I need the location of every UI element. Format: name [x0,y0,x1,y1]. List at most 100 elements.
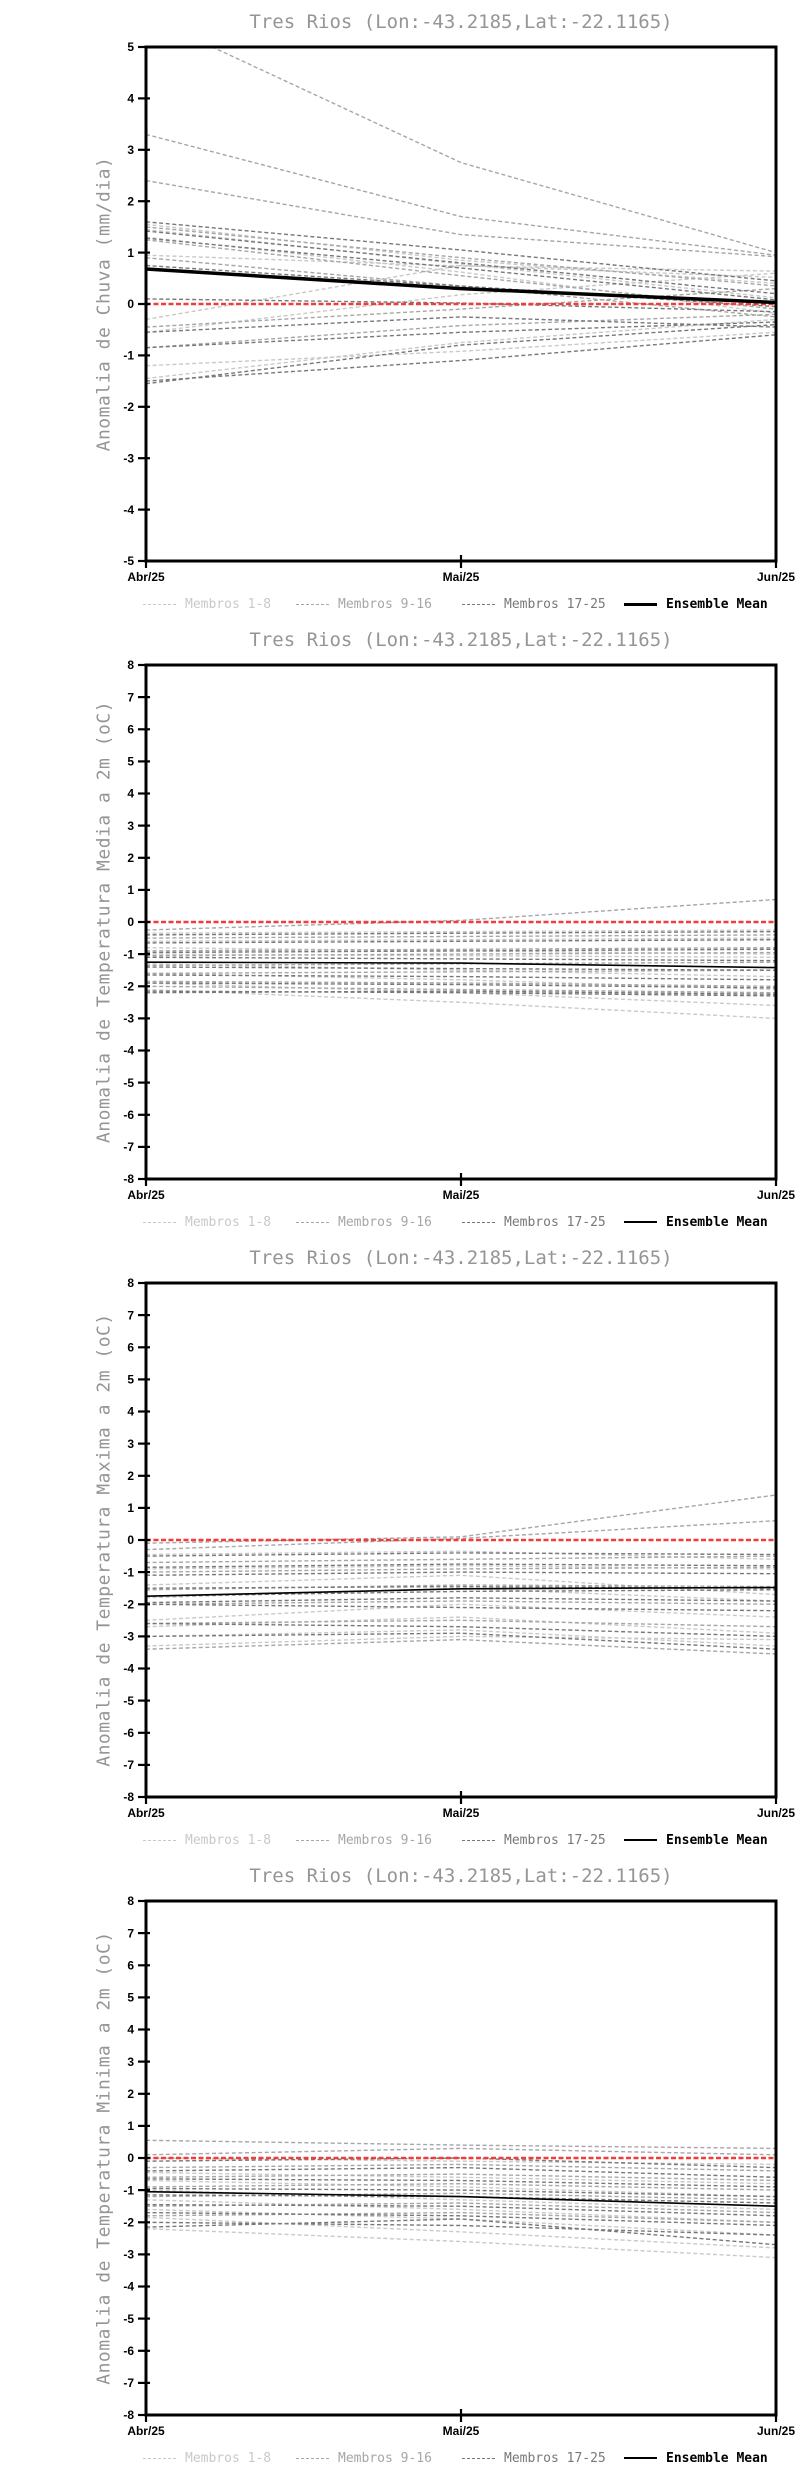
y-tick-label: 1 [127,1501,134,1515]
legend-label: Membros 1-8 [185,1214,272,1230]
y-tick-label: -5 [123,1694,134,1708]
legend-item-membros-17-25: Membros 17-25 [462,1213,606,1231]
y-tick-label: -8 [123,1790,134,1804]
dashed-line-sample [296,2457,329,2459]
legend-label: Membros 9-16 [338,2450,432,2466]
mean-temperature-anomaly-plot: -8 -7 -6 -5 -4 -3 -2 -1 0 1 2 3 4 5 6 7 8 Abr/25 Mai/25 Jun… [123,658,795,1202]
member-line [146,990,776,997]
member-line [146,2194,776,2204]
x-tick-label: Jun/25 [757,1806,795,1820]
legend-item-membros-1-8: Membros 1-8 [143,595,271,613]
y-tick-label: 8 [127,658,134,672]
legend-item-membros-9-16: Membros 9-16 [296,1831,432,1849]
member-line [146,1619,776,1628]
precipitation-anomaly-plot: -5 -4 -3 -2 -1 0 1 2 3 4 5 Abr/25 Mai/25 Jun/25 [123,40,795,584]
member-line [146,2203,776,2217]
legend-label: Ensemble Mean [666,1214,768,1230]
y-tick-label: 0 [127,1533,134,1547]
legend-label: Ensemble Mean [666,596,768,612]
member-line [146,2211,776,2223]
dashed-line-sample [296,603,329,605]
y-tick-label: 6 [127,1959,134,1973]
solid-line-sample [624,602,657,606]
y-tick-label: -5 [123,1076,134,1090]
member-line [146,982,776,1007]
min-temperature-anomaly-plot: -8 -7 -6 -5 -4 -3 -2 -1 0 1 2 3 4 5 6 7 8 Abr/25 Mai/25 Jun… [123,1894,795,2438]
y-tick-label: 2 [127,2087,134,2101]
y-tick-label: -3 [123,1012,134,1026]
member-line [146,323,776,385]
member-line [146,953,776,958]
y-tick-label: 3 [127,143,134,157]
dashed-line-sample [462,603,495,605]
legend-item-membros-1-8: Membros 1-8 [143,1213,271,1231]
dashed-line-sample [296,1221,329,1223]
member-line [146,1563,776,1568]
member-line [146,1571,776,1576]
y-tick-label: 4 [127,787,134,801]
dashed-line-sample [296,1839,329,1841]
member-line [146,223,776,285]
member-line [146,2147,776,2156]
x-tick-label: Abr/25 [127,2424,165,2438]
member-line [146,2202,776,2214]
legend-item-membros-17-25: Membros 17-25 [462,2449,606,2467]
y-tick-label: -5 [123,554,134,568]
member-line [146,969,776,975]
y-tick-label: 0 [127,297,134,311]
y-tick-label: -1 [123,349,134,363]
member-line [146,1574,776,1596]
legend-item-membros-17-25: Membros 17-25 [462,1831,606,1849]
y-tick-label: 7 [127,1308,134,1322]
member-line [146,974,776,981]
member-line [146,934,776,939]
y-tick-label: -6 [123,1726,134,1740]
y-tick-label: 5 [127,755,134,769]
member-line [146,1555,776,1564]
y-tick-label: 3 [127,819,134,833]
x-tick-label: Mai/25 [443,1188,480,1202]
member-line [146,2171,776,2185]
member-line [146,2139,776,2150]
x-tick-label: Abr/25 [127,1188,165,1202]
member-line [146,966,776,971]
solid-line-sample [624,1839,657,1841]
dashed-line-sample [462,1221,495,1223]
member-line [146,1603,776,1621]
member-line [146,2157,776,2169]
member-line [146,2192,776,2201]
member-line [146,1622,776,1638]
panel-min-temperature-anomaly: Tres Rios (Lon:-43.2185,Lat:-22.1165) An… [0,1854,800,2472]
y-tick-label: -3 [123,1630,134,1644]
dashed-line-sample [462,1839,495,1841]
y-tick-label: 7 [127,690,134,704]
member-line [146,1638,776,1655]
member-line [146,2178,776,2188]
member-line [146,2211,776,2227]
member-line [146,318,776,380]
x-tick-label: Abr/25 [127,1806,165,1820]
member-line [146,179,776,258]
chart-legend: Membros 1-8 Membros 9-16 Membros 17-25 E… [0,1831,800,1851]
member-line [146,948,776,954]
y-tick-label: 2 [127,1469,134,1483]
x-tick-label: Jun/25 [757,1188,795,1202]
y-tick-label: 3 [127,2055,134,2069]
legend-label: Membros 9-16 [338,1214,432,1230]
member-line [146,930,776,936]
member-line [146,272,776,333]
member-line [210,47,776,254]
y-tick-label: -3 [123,451,134,465]
chart-title: Tres Rios (Lon:-43.2185,Lat:-22.1165) [249,1865,673,1887]
dashed-line-sample [143,1839,176,1841]
member-line [146,982,776,989]
dashed-line-sample [143,2457,176,2459]
legend-label: Membros 1-8 [185,596,272,612]
legend-item-membros-9-16: Membros 9-16 [296,2449,432,2467]
y-tick-label: -1 [123,2183,134,2197]
member-line [146,133,776,256]
member-line [146,1566,776,1573]
x-tick-label: Jun/25 [757,2424,795,2438]
member-line [146,961,776,967]
panel-max-temperature-anomaly: Tres Rios (Lon:-43.2185,Lat:-22.1165) An… [0,1236,800,1854]
